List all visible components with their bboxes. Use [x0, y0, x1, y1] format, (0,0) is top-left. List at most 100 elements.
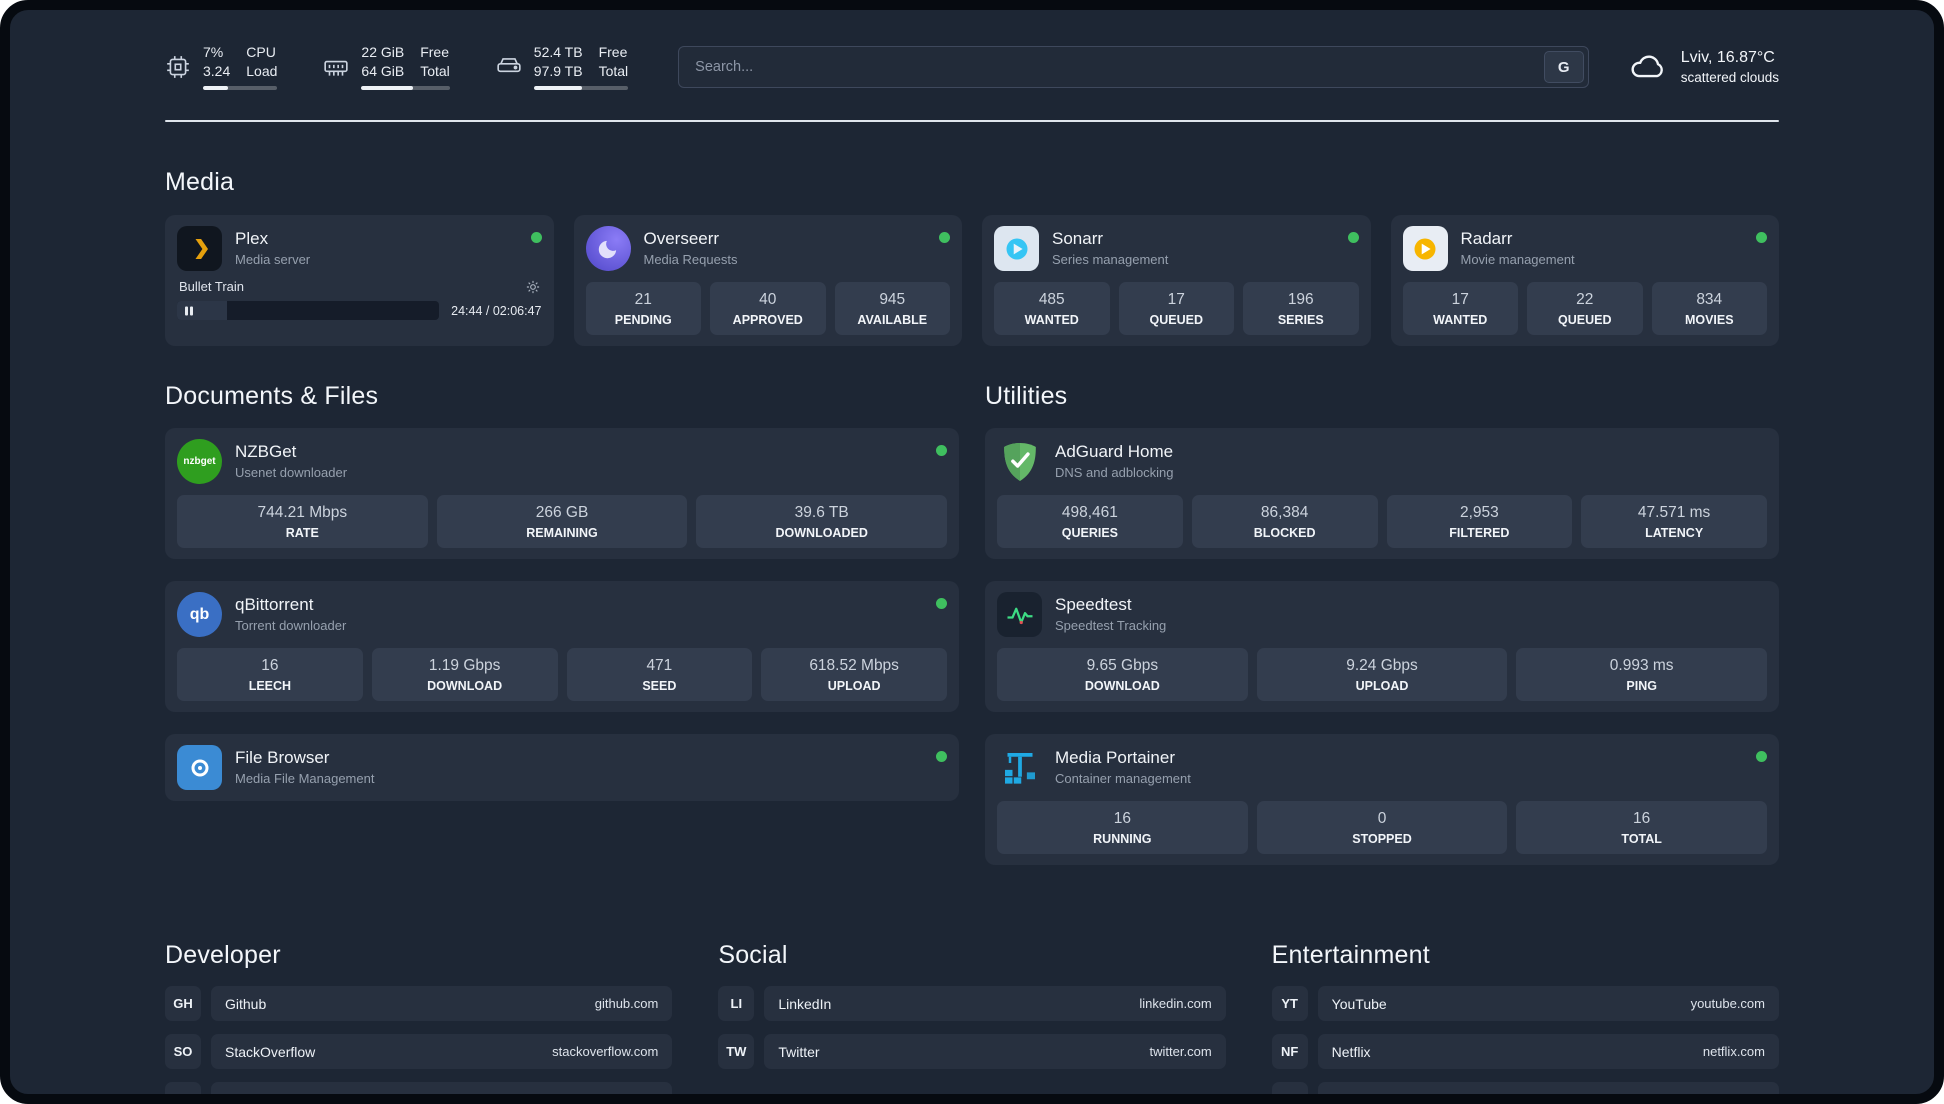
- app-card-filebrowser[interactable]: File Browser Media File Management: [165, 734, 959, 801]
- section-social: Social LI LinkedIn linkedin.com TW Twitt…: [718, 941, 1226, 1094]
- bookmark-link[interactable]: Reddit reddit.com: [1317, 1082, 1779, 1094]
- memory-free-label: Free: [420, 44, 450, 60]
- app-subtitle: Media Requests: [643, 252, 738, 267]
- app-card-adguard[interactable]: AdGuard Home DNS and adblocking 498,461 …: [985, 428, 1779, 559]
- qbittorrent-icon: qb: [177, 592, 222, 637]
- cpu-label: CPU: [246, 44, 276, 60]
- app-name: Plex: [235, 229, 269, 248]
- app-card-nzbget[interactable]: nzbget NZBGet Usenet downloader 744.21 M…: [165, 428, 959, 559]
- app-name: qBittorrent: [235, 595, 314, 614]
- section-title-documents: Documents & Files: [165, 382, 379, 410]
- github-badge-icon[interactable]: GH: [165, 986, 201, 1021]
- stat-tile: 22 QUEUED: [1527, 282, 1643, 335]
- system-metrics: 7% 3.24 CPU Load: [165, 44, 629, 90]
- plex-now-playing: Bullet Train: [177, 279, 542, 320]
- gear-icon[interactable]: [526, 280, 540, 294]
- youtube-badge-icon[interactable]: YT: [1271, 986, 1308, 1021]
- app-subtitle: Usenet downloader: [235, 465, 348, 480]
- bookmark-link[interactable]: Twitter twitter.com: [764, 1034, 1226, 1069]
- section-title-entertainment: Entertainment: [1271, 941, 1430, 969]
- reddit-badge-icon[interactable]: RE: [1271, 1082, 1308, 1094]
- memory-metric: 22 GiB 64 GiB Free Total: [323, 44, 450, 90]
- search-input[interactable]: [679, 47, 1540, 87]
- section-title-developer: Developer: [165, 941, 281, 969]
- cpu-progress-bar: [203, 86, 278, 90]
- playback-time: 24:44 / 02:06:47: [451, 303, 542, 318]
- stat-tile: 16 LEECH: [177, 648, 363, 701]
- twitter-badge-icon[interactable]: TW: [718, 1034, 755, 1069]
- app-card-radarr[interactable]: Radarr Movie management 17 WANTED 22 QUE…: [1390, 215, 1779, 346]
- storage-free-value: 52.4 TB: [533, 44, 583, 60]
- section-media: Media Plex Media server: [165, 168, 1779, 346]
- app-card-plex[interactable]: Plex Media server Bullet Train: [165, 215, 554, 346]
- dev-badge-icon[interactable]: DT: [165, 1082, 201, 1094]
- stat-tile: 196 SERIES: [1243, 282, 1359, 335]
- storage-progress-bar: [533, 86, 629, 90]
- app-name: Speedtest: [1055, 595, 1132, 614]
- app-subtitle: Torrent downloader: [235, 618, 347, 633]
- section-documents: Documents & Files nzbget NZBGet Usenet d…: [165, 382, 959, 865]
- memory-total-label: Total: [420, 63, 450, 79]
- status-indicator: [936, 598, 947, 609]
- app-subtitle: Speedtest Tracking: [1055, 618, 1167, 633]
- app-card-speedtest[interactable]: Speedtest Speedtest Tracking 9.65 Gbps D…: [985, 581, 1779, 712]
- stat-tile: 17 WANTED: [1402, 282, 1518, 335]
- search-bar: G: [678, 46, 1589, 88]
- stat-tile: 9.65 Gbps DOWNLOAD: [997, 648, 1248, 701]
- status-indicator: [1756, 232, 1767, 243]
- weather-widget: Lviv, 16.87°C scattered clouds: [1629, 49, 1779, 85]
- status-indicator: [1347, 232, 1359, 243]
- cpu-metric: 7% 3.24 CPU Load: [165, 44, 278, 90]
- section-title-utilities: Utilities: [985, 382, 1068, 410]
- adguard-icon: [997, 439, 1042, 484]
- pause-icon[interactable]: [185, 306, 193, 315]
- stat-tile: 9.24 Gbps UPLOAD: [1256, 648, 1508, 701]
- app-name: File Browser: [235, 748, 330, 767]
- status-indicator: [530, 232, 542, 243]
- storage-metric: 52.4 TB 97.9 TB Free Total: [496, 44, 629, 90]
- stat-tile: 17 QUEUED: [1118, 282, 1234, 335]
- bookmark-link[interactable]: Netflix netflix.com: [1317, 1034, 1779, 1069]
- section-title-media: Media: [165, 168, 235, 196]
- bookmark-stackoverflow: SO StackOverflow stackoverflow.com: [165, 1034, 673, 1069]
- bookmark-github: GH Github github.com: [165, 986, 673, 1021]
- bookmark-dev: DT DEV dev.to: [165, 1082, 673, 1094]
- stat-tile: 945 AVAILABLE: [834, 282, 950, 335]
- app-subtitle: DNS and adblocking: [1055, 465, 1174, 480]
- stat-tile: 1.19 Gbps DOWNLOAD: [371, 648, 558, 701]
- app-name: NZBGet: [235, 442, 297, 461]
- search-engine-button[interactable]: G: [1543, 51, 1584, 83]
- stat-tile: 471 SEED: [566, 648, 753, 701]
- app-card-portainer[interactable]: Media Portainer Container management 16 …: [985, 734, 1779, 865]
- plex-icon: [177, 226, 222, 271]
- app-card-sonarr[interactable]: Sonarr Series management 485 WANTED 17 Q…: [982, 215, 1371, 346]
- app-card-qbittorrent[interactable]: qb qBittorrent Torrent downloader 16: [165, 581, 959, 712]
- nzbget-icon: nzbget: [177, 439, 222, 484]
- app-card-overseerr[interactable]: Overseerr Media Requests 21 PENDING 40 A…: [573, 215, 962, 346]
- bookmark-link[interactable]: Github github.com: [211, 986, 673, 1021]
- app-name: Sonarr: [1052, 229, 1104, 248]
- bookmark-link[interactable]: StackOverflow stackoverflow.com: [211, 1034, 673, 1069]
- sonarr-icon: [994, 226, 1039, 271]
- bookmark-twitter: TW Twitter twitter.com: [718, 1034, 1226, 1069]
- bookmark-link[interactable]: YouTube youtube.com: [1317, 986, 1779, 1021]
- section-developer: Developer GH Github github.com SO StackO…: [165, 941, 673, 1094]
- memory-progress-bar: [361, 86, 450, 90]
- cpu-usage-value: 7%: [203, 44, 224, 60]
- section-title-social: Social: [718, 941, 788, 969]
- bookmark-link[interactable]: LinkedIn linkedin.com: [764, 986, 1226, 1021]
- stat-tile: 0.993 ms PING: [1516, 648, 1768, 701]
- stat-tile: 16 RUNNING: [997, 801, 1248, 854]
- app-name: Radarr: [1460, 229, 1513, 248]
- linkedin-badge-icon[interactable]: LI: [718, 986, 755, 1021]
- bookmark-linkedin: LI LinkedIn linkedin.com: [718, 986, 1226, 1021]
- storage-total-value: 97.9 TB: [533, 63, 583, 79]
- bookmark-link[interactable]: DEV dev.to: [211, 1082, 673, 1094]
- playback-progress-bar[interactable]: [177, 301, 440, 320]
- netflix-badge-icon[interactable]: NF: [1271, 1034, 1308, 1069]
- stat-tile: 40 APPROVED: [710, 282, 826, 335]
- stackoverflow-badge-icon[interactable]: SO: [165, 1034, 201, 1069]
- stat-tile: 47.571 ms LATENCY: [1581, 495, 1767, 548]
- app-subtitle: Series management: [1052, 252, 1169, 267]
